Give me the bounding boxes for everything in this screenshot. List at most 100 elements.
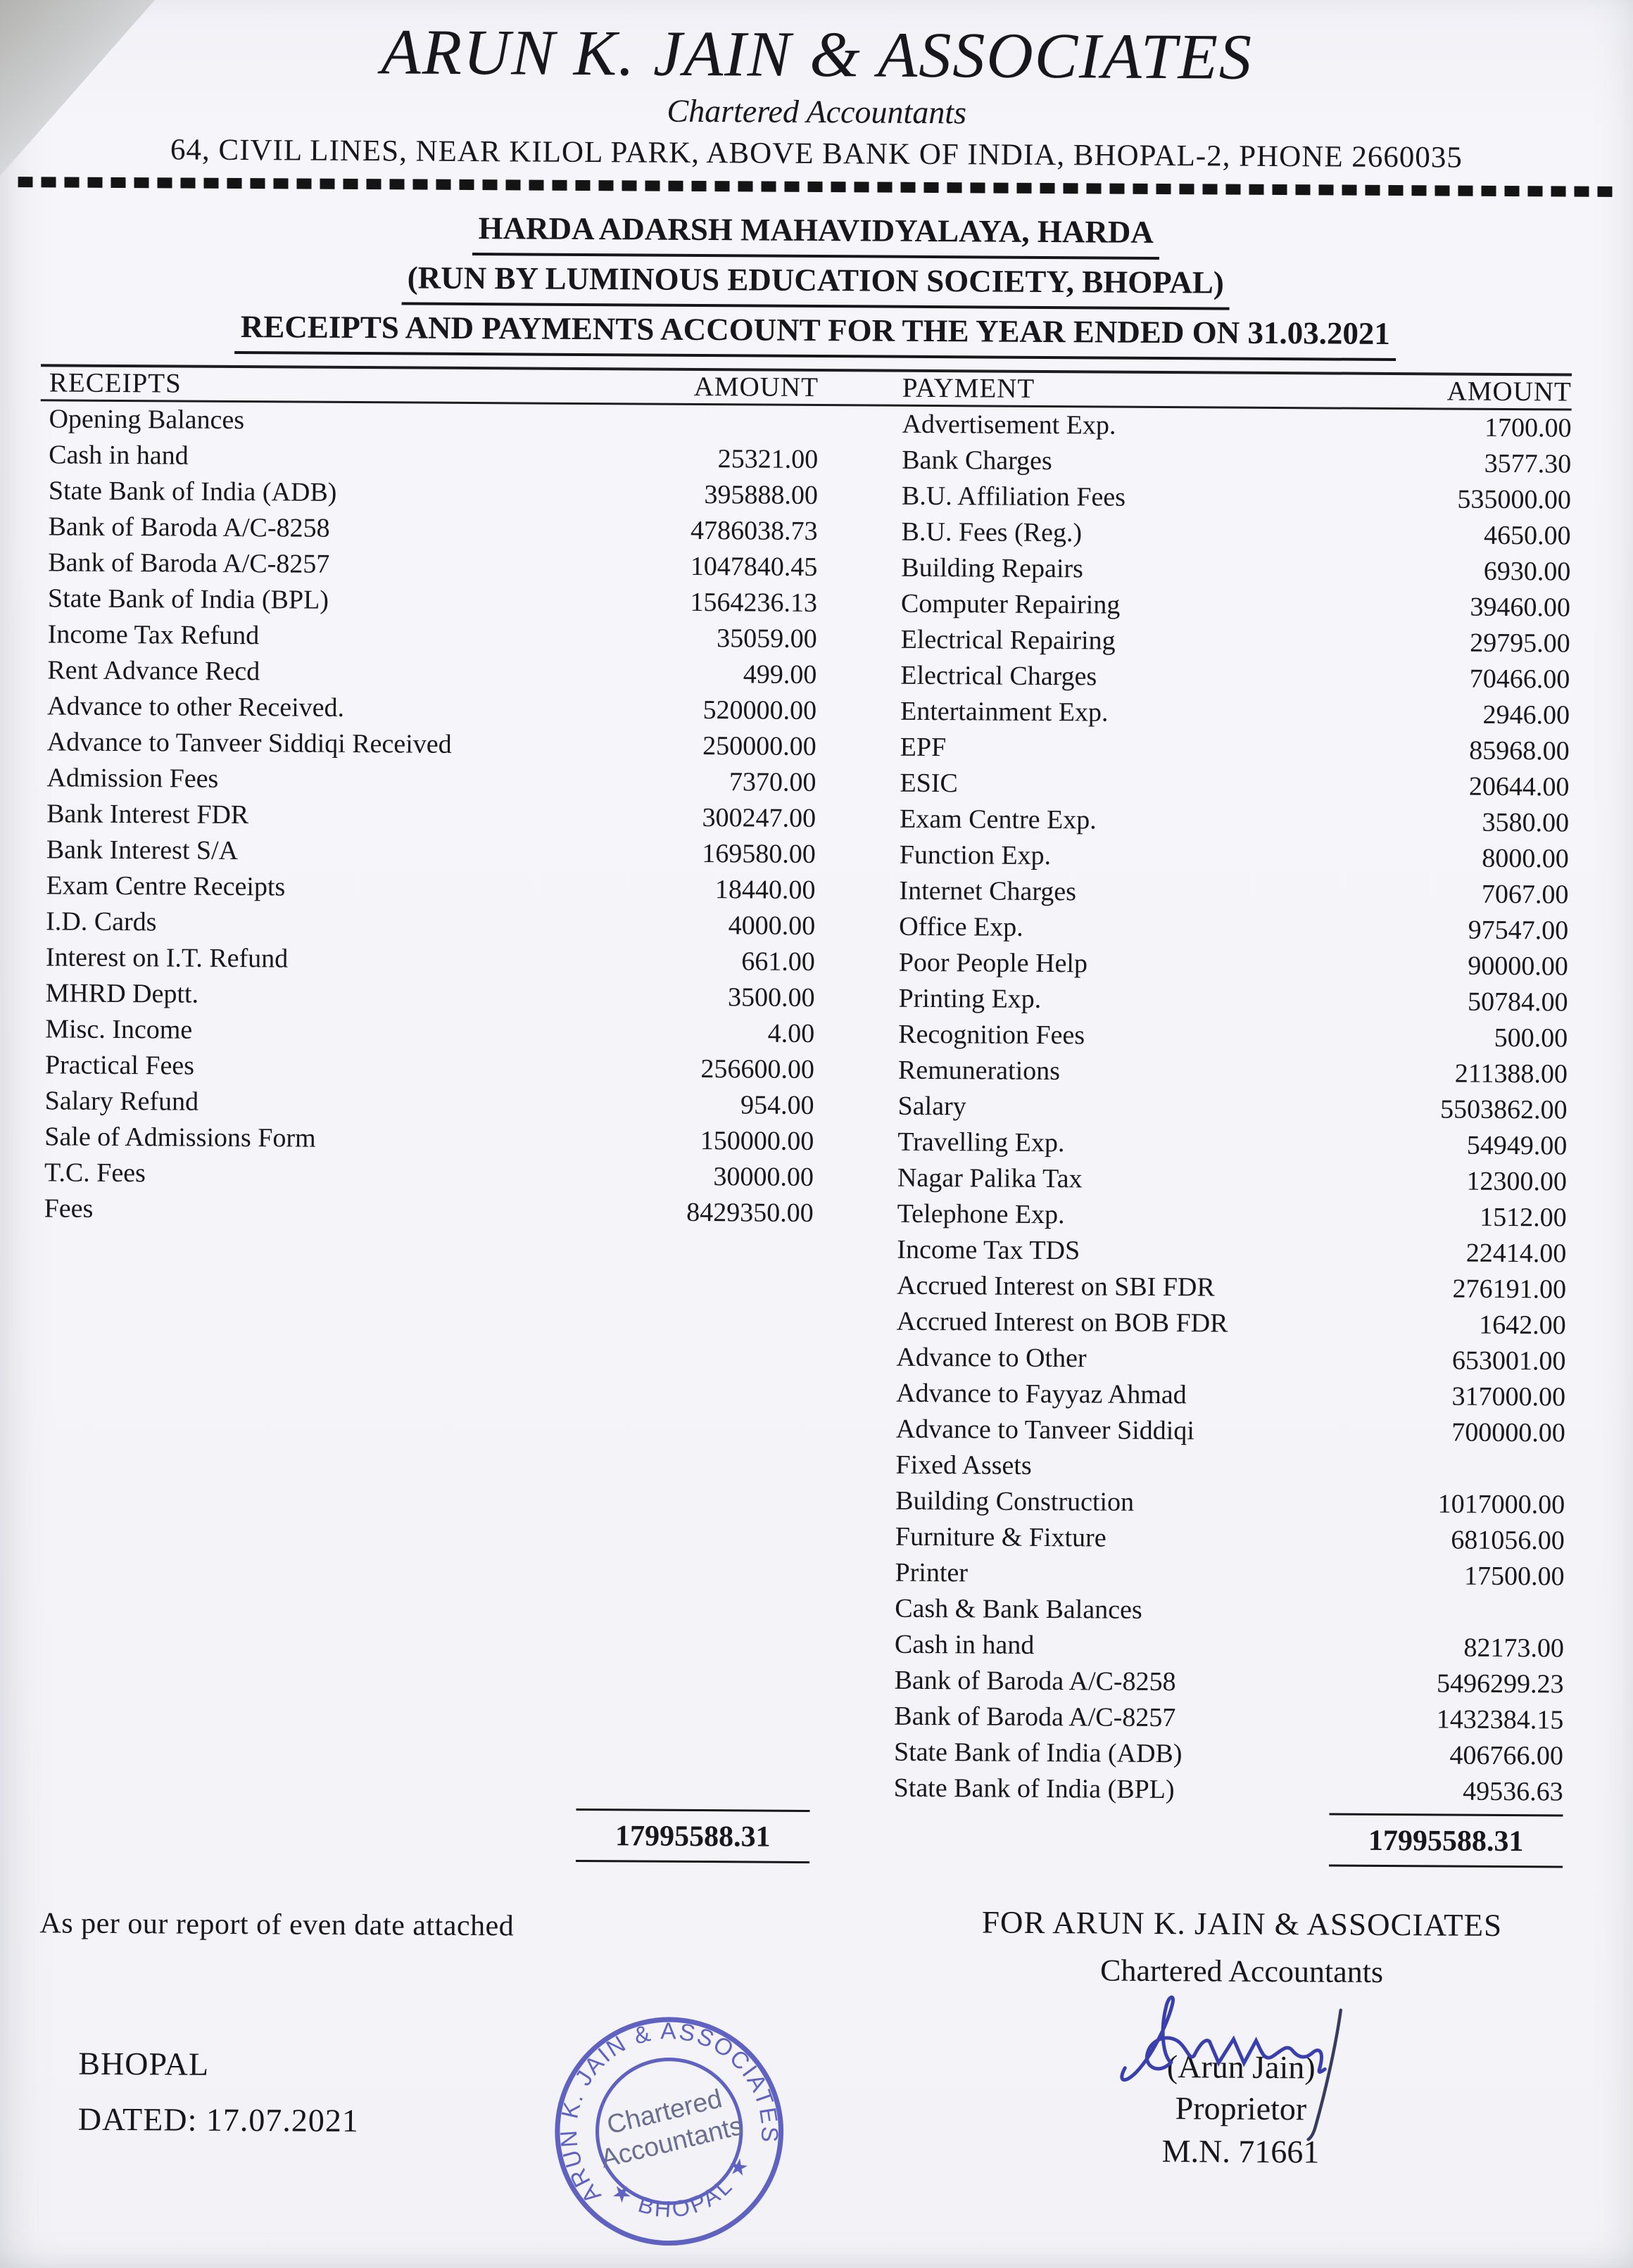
payments-row-label: Advertisement Exp. <box>902 409 1116 441</box>
receipts-row-amount: 954.00 <box>740 1090 814 1121</box>
payments-total: 17995588.31 <box>1329 1813 1563 1868</box>
table-row: Bank Interest FDR 300247.00 <box>38 796 816 837</box>
payments-row-amount: 700000.00 <box>1451 1417 1565 1448</box>
table-row: I.D. Cards 4000.00 <box>37 904 815 944</box>
payments-row-label: State Bank of India (BPL) <box>893 1773 1175 1805</box>
table-row: Sale of Admissions Form 150000.00 <box>36 1119 814 1160</box>
table-row: Office Exp. 97547.00 <box>889 909 1568 949</box>
statement-title: HARDA ADARSH MAHAVIDYALAYA, HARDA (RUN B… <box>0 203 1632 362</box>
table-row: Salary Refund 954.00 <box>36 1083 814 1124</box>
payments-row-amount: 70466.00 <box>1469 664 1570 695</box>
payments-row-label: Cash in hand <box>894 1629 1035 1660</box>
table-row: Advance to other Received. 520000.00 <box>39 688 816 729</box>
receipts-row-amount: 661.00 <box>741 946 815 977</box>
firm-address: 64, CIVIL LINES, NEAR KILOL PARK, ABOVE … <box>170 133 1463 175</box>
table-row: Advance to Tanveer Siddiqi 700000.00 <box>886 1412 1565 1452</box>
table-row: Nagar Palika Tax 12300.00 <box>888 1160 1567 1200</box>
payments-row-label: Accrued Interest on BOB FDR <box>896 1306 1228 1338</box>
title-society: (RUN BY LUMINOUS EDUCATION SOCIETY, BHOP… <box>401 255 1230 310</box>
payments-row-label: Computer Repairing <box>900 588 1121 620</box>
receipts-row-label: MHRD Deptt. <box>45 978 199 1009</box>
table-row: B.U. Affiliation Fees 535000.00 <box>892 479 1571 519</box>
table-row: Advertisement Exp. 1700.00 <box>892 407 1571 447</box>
table-row: Advance to Other 653001.00 <box>886 1340 1565 1380</box>
payments-row-amount: 7067.00 <box>1481 879 1569 910</box>
receipts-row-label: Salary Refund <box>44 1086 199 1117</box>
handwritten-signature-icon <box>1120 1995 1343 2141</box>
table-row: Accrued Interest on BOB FDR 1642.00 <box>887 1304 1566 1344</box>
payments-row-amount: 681056.00 <box>1451 1525 1565 1556</box>
payments-row-label: Printer <box>895 1557 969 1588</box>
table-row: Internet Charges 7067.00 <box>889 873 1568 913</box>
receipts-row-label: T.C. Fees <box>44 1158 146 1189</box>
table-row: Telephone Exp. 1512.00 <box>888 1196 1567 1236</box>
payments-row-label: Salary <box>897 1091 966 1122</box>
table-row: Poor People Help 90000.00 <box>889 945 1568 985</box>
payments-row-amount: 1512.00 <box>1480 1202 1567 1233</box>
payments-row-label: EPF <box>900 732 947 763</box>
receipts-row-amount: 1047840.45 <box>690 551 818 583</box>
receipts-row-amount: 395888.00 <box>704 480 819 511</box>
receipts-row-label: Misc. Income <box>45 1014 193 1045</box>
receipts-row-label: Advance to other Received. <box>46 691 345 723</box>
payments-row-label: Bank of Baroda A/C-8258 <box>894 1665 1176 1697</box>
table-row: EPF 85968.00 <box>890 730 1570 770</box>
receipts-row-label: Interest on I.T. Refund <box>45 942 289 974</box>
footer: As per our report of even date attached … <box>0 1877 1622 2268</box>
receipts-row-label: Exam Centre Receipts <box>46 870 286 902</box>
table-row: Printer 17500.00 <box>885 1555 1564 1595</box>
header-payment: PAYMENT <box>902 372 1035 404</box>
payments-row-amount: 3577.30 <box>1484 448 1572 479</box>
totals-row: 17995588.31 17995588.31 <box>32 1805 1563 1886</box>
payments-row-label: Bank of Baroda A/C-8257 <box>894 1701 1176 1733</box>
payments-row-amount: 29795.00 <box>1470 628 1570 659</box>
receipts-row-amount: 18440.00 <box>714 875 816 906</box>
table-row: Building Construction 1017000.00 <box>885 1483 1565 1523</box>
receipts-row-label: Bank Interest FDR <box>46 799 249 830</box>
payments-row-amount: 653001.00 <box>1451 1345 1566 1376</box>
payments-row-amount: 5503862.00 <box>1439 1094 1568 1125</box>
payments-row-label: B.U. Affiliation Fees <box>901 481 1126 512</box>
receipts-row-label: Bank of Baroda A/C-8257 <box>48 547 330 579</box>
column-gap <box>819 406 893 407</box>
receipts-row-amount: 30000.00 <box>713 1162 814 1193</box>
payments-row-label: Office Exp. <box>899 911 1023 942</box>
receipts-row-amount: 169580.00 <box>702 839 816 870</box>
payments-row-label: ESIC <box>900 768 958 799</box>
payments-row-amount: 90000.00 <box>1468 951 1568 982</box>
receipts-total: 17995588.31 <box>576 1808 810 1863</box>
payments-row-amount <box>1036 1448 1268 1485</box>
receipts-row-label: Admission Fees <box>46 763 219 794</box>
payments-row-label: Furniture & Fixture <box>895 1521 1106 1553</box>
receipts-row-amount: 4786038.73 <box>690 515 818 547</box>
payments-row-amount: 4650.00 <box>1483 520 1571 551</box>
header-amount-right: AMOUNT <box>1446 376 1572 407</box>
table-row: Electrical Repairing 29795.00 <box>891 622 1570 662</box>
place: BHOPAL <box>78 2045 210 2082</box>
table-row: Misc. Income 4.00 <box>37 1011 814 1052</box>
table-row: Printing Exp. 50784.00 <box>888 981 1568 1021</box>
dotted-separator <box>18 177 1618 197</box>
table-row: Income Tax TDS 22414.00 <box>887 1232 1566 1272</box>
table-row: Bank of Baroda A/C-8257 1047840.45 <box>39 545 817 585</box>
receipts-row-label: State Bank of India (BPL) <box>47 583 329 615</box>
table-row: Admission Fees 7370.00 <box>38 760 816 801</box>
payments-column: Advertisement Exp. 1700.00 Bank Charges 357… <box>884 407 1572 1811</box>
table-row: ESIC 20644.00 <box>890 766 1569 806</box>
table-row: Exam Centre Exp. 3580.00 <box>890 802 1569 842</box>
receipts-row-label: Opening Balances <box>40 401 248 439</box>
payments-row-amount: 54949.00 <box>1466 1130 1568 1161</box>
receipts-row-amount: 35059.00 <box>717 623 817 654</box>
for-firm-line: FOR ARUN K. JAIN & ASSOCIATES <box>981 1904 1503 1943</box>
receipts-row-amount: 4000.00 <box>728 911 816 942</box>
receipts-row-label: Income Tax Refund <box>47 619 260 651</box>
payments-row-label: Bank Charges <box>902 445 1052 476</box>
payments-row-label: Advance to Tanveer Siddiqi <box>895 1414 1194 1446</box>
receipts-row-amount: 150000.00 <box>700 1126 814 1157</box>
header-receipts: RECEIPTS <box>49 367 182 399</box>
payments-row-label: Electrical Charges <box>900 660 1097 692</box>
receipts-row-label: Sale of Admissions Form <box>44 1122 316 1153</box>
firm-subtitle: Chartered Accountants <box>667 92 967 131</box>
payments-row-label: Nagar Palika Tax <box>897 1162 1083 1194</box>
